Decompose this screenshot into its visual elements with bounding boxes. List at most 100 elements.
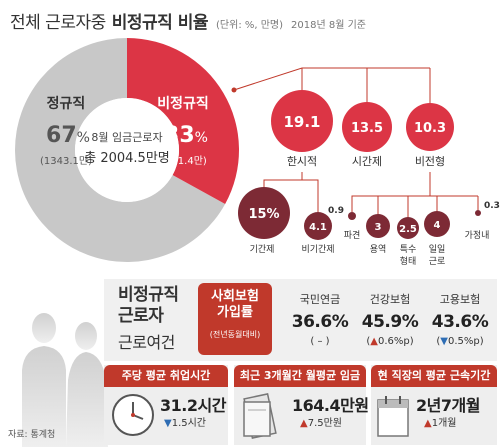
- regular-pct-value: 67: [46, 123, 77, 148]
- card-hours-value: 31.2시간: [160, 396, 226, 415]
- insurance-box-note: (전년동월대비): [209, 330, 261, 339]
- insurance-item-change: ( – ): [310, 336, 330, 347]
- card-wage-change-row: ▲7.5만원: [300, 414, 342, 429]
- bubble-dispatch-label: 파견: [344, 229, 361, 241]
- donut-slice-nonregular: [127, 38, 240, 204]
- insurance-item-value: 43.6%: [431, 312, 489, 332]
- down-arrow-icon: ▼: [440, 336, 448, 347]
- clock-icon: [112, 394, 154, 436]
- card-head: 최근 3개월간 월평균 임금: [234, 365, 366, 387]
- card-hours-change: 1.5시간: [171, 418, 207, 429]
- insurance-item-change: 0.5%p: [447, 336, 480, 347]
- bubble-fixed: [238, 187, 290, 239]
- card-head: 현 직장의 평균 근속기간: [371, 365, 497, 387]
- conditions-title: 비정규직 근로자: [118, 285, 198, 327]
- insurance-item-change-row: (▲0.6%p): [366, 336, 414, 347]
- insurance-item-name: 국민연금: [299, 293, 341, 306]
- donut-slice-regular: [15, 38, 226, 262]
- bubble-daily: [424, 211, 450, 237]
- title-unit: (단위: %, 만명): [216, 20, 284, 31]
- bubble-nonfixed-value: 4.1: [309, 222, 327, 233]
- bubble-fixed-label: 기간제: [250, 244, 275, 255]
- bubble-special: [397, 217, 419, 239]
- regular-count: (1343.1만): [40, 155, 92, 167]
- bubble-dispatch-value: 0.9: [328, 206, 344, 216]
- insurance-item-value: 45.9%: [361, 312, 419, 332]
- bubble-temp-label: 한시적: [287, 155, 317, 168]
- conditions-title-line2: 근로자: [118, 306, 164, 326]
- regular-pct: 67%: [46, 123, 90, 148]
- bubble-special-label2: 형태: [400, 256, 417, 267]
- card-hours-change-row: ▼1.5시간: [164, 414, 206, 429]
- connector-lines: [233, 67, 479, 218]
- bubble-part-label: 시간제: [352, 155, 382, 168]
- card-tenure-change-row: ▲1개월: [424, 414, 456, 429]
- insurance-item-health: 건강보험 45.9% (▲0.6%p): [354, 291, 426, 347]
- bubble-atyp-label: 비전형: [415, 155, 445, 168]
- regular-label: 정규직: [47, 95, 86, 112]
- nonregular-count: (661.4만): [161, 155, 207, 167]
- people-silhouette-icon: [22, 313, 108, 447]
- bubble-atyp: [406, 103, 454, 151]
- down-arrow-icon: ▼: [164, 418, 172, 429]
- connector-dot: [231, 87, 237, 93]
- bubble-part: [342, 102, 392, 152]
- money-envelope-icon: [243, 393, 277, 439]
- donut-hole: [75, 98, 179, 202]
- nonregular-pct-value: 33: [164, 123, 195, 148]
- connector-nonfixed: [302, 179, 319, 212]
- title-main: 전체 근로자중: [10, 13, 106, 33]
- donut-chart: 정규직 67% (1343.1만) 비정규직 33% (661.4만) 8월 임…: [15, 38, 500, 267]
- bubble-part-value: 13.5: [351, 121, 383, 136]
- source: 자료: 통계청: [8, 430, 56, 440]
- bubble-temp-value: 19.1: [283, 113, 320, 131]
- connector-main: [233, 67, 430, 91]
- nonregular-pct-sign: %: [195, 130, 208, 146]
- bubble-temp: [271, 90, 333, 152]
- insurance-item-value: 36.6%: [291, 312, 349, 332]
- card-head: 주당 평균 취업시간: [104, 365, 228, 387]
- regular-pct-sign: %: [77, 130, 90, 146]
- bubble-service-value: 3: [375, 222, 382, 233]
- bubble-nonfixed: [304, 212, 332, 240]
- insurance-item-pension: 국민연금 36.6% ( – ): [284, 291, 356, 347]
- card-tenure-change: 1개월: [431, 418, 457, 429]
- bubble-atyp-value: 10.3: [414, 121, 446, 136]
- insurance-box-line2: 가입률: [217, 305, 253, 320]
- title-row: 전체 근로자중 비정규직 비율 (단위: %, 만명) 2018년 8월 기준: [10, 8, 366, 34]
- bubble-home-value: 0.3: [484, 201, 500, 211]
- up-arrow-icon: ▲: [300, 418, 308, 429]
- connector-atyp-bar: [351, 172, 431, 212]
- insurance-item-change-row: (▼0.5%p): [436, 336, 484, 347]
- donut-slices: [15, 38, 240, 262]
- insurance-box: 사회보험 가입률 (전년동월대비): [198, 283, 272, 355]
- insurance-item-change: 0.6%p: [377, 336, 410, 347]
- conditions-panel: [104, 279, 497, 361]
- bubble-dispatch: [348, 212, 356, 220]
- bubble-daily-value: 4: [434, 220, 441, 231]
- up-arrow-icon: ▲: [370, 336, 378, 347]
- bubble-daily-label1: 일일: [429, 244, 446, 255]
- bubble-fixed-value: 15%: [248, 207, 279, 222]
- card-wage-change: 7.5만원: [307, 418, 343, 429]
- bubble-service: [366, 214, 390, 238]
- bubble-daily-label2: 근로: [429, 256, 446, 267]
- card-wage-value: 164.4만원: [292, 396, 369, 415]
- insurance-box-line1: 사회보험: [211, 289, 259, 304]
- center-total: 총 2004.5만명: [84, 151, 170, 166]
- connector-fixed: [263, 172, 303, 188]
- nonregular-label: 비정규직: [157, 95, 209, 112]
- bubble-service-label: 용역: [370, 244, 387, 255]
- title-strong: 비정규직 비율: [111, 13, 209, 33]
- conditions-title-line1: 비정규직: [118, 285, 179, 305]
- insurance-item-name: 고용보험: [439, 293, 481, 306]
- center-label: 8월 임금근로자: [91, 131, 162, 144]
- calendar-icon: [377, 396, 409, 437]
- bubble-home: [475, 210, 481, 216]
- insurance-item-name: 건강보험: [369, 293, 411, 306]
- bubble-nonfixed-label: 비기간제: [301, 244, 334, 255]
- bubble-special-value: 2.5: [399, 224, 417, 235]
- bubble-special-label1: 특수: [400, 244, 417, 255]
- conditions-subtitle: 근로여건: [118, 333, 175, 352]
